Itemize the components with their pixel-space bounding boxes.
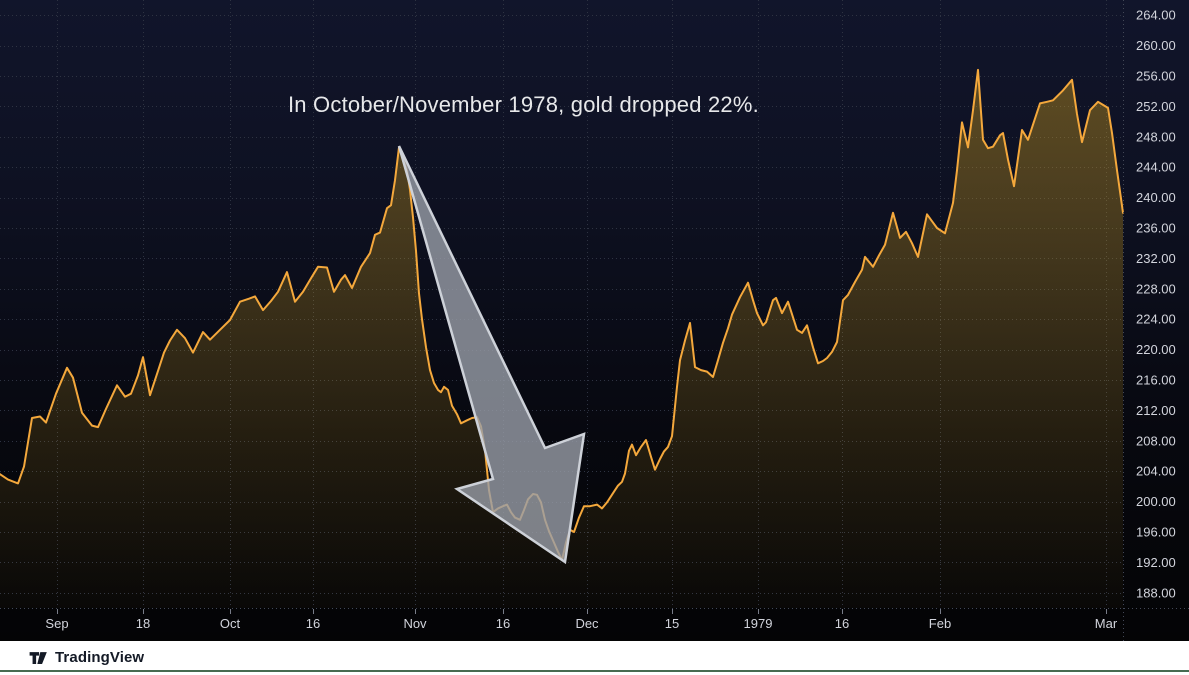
- tradingview-chart: 264.00 260.00 256.00 252.00 248.00 244.00 240.…: [0, 0, 1189, 641]
- price-label: 200.00: [1136, 494, 1176, 509]
- price-label: 188.00: [1136, 585, 1176, 600]
- price-chart-canvas[interactable]: 264.00 260.00 256.00 252.00 248.00 244.00 240.…: [0, 0, 1189, 641]
- footer-divider: [0, 670, 1189, 672]
- time-tick-marks: [57, 609, 1107, 614]
- time-scale[interactable]: Sep 18 Oct 16 Nov 16 Dec 15 1979 16 Feb Mar: [45, 616, 1117, 631]
- annotation-text: In October/November 1978, gold dropped 2…: [288, 92, 759, 117]
- price-label: 220.00: [1136, 342, 1176, 357]
- time-label: Mar: [1095, 616, 1118, 631]
- time-label: 16: [306, 616, 320, 631]
- price-label: 204.00: [1136, 464, 1176, 479]
- time-label: 15: [665, 616, 679, 631]
- time-label: Nov: [403, 616, 427, 631]
- price-label: 252.00: [1136, 99, 1176, 114]
- time-label: 18: [136, 616, 150, 631]
- price-label: 236.00: [1136, 221, 1176, 236]
- gold-price-line: [0, 68, 1124, 562]
- time-label: Sep: [45, 616, 68, 631]
- price-label: 196.00: [1136, 525, 1176, 540]
- price-label: 232.00: [1136, 251, 1176, 266]
- time-label: Feb: [929, 616, 951, 631]
- price-label: 208.00: [1136, 433, 1176, 448]
- time-label: 16: [496, 616, 510, 631]
- price-label: 256.00: [1136, 69, 1176, 84]
- price-label: 192.00: [1136, 555, 1176, 570]
- price-label: 248.00: [1136, 129, 1176, 144]
- price-label: 264.00: [1136, 8, 1176, 23]
- time-label: Oct: [220, 616, 241, 631]
- time-label: Dec: [575, 616, 599, 631]
- footer-bar: TradingView: [0, 641, 1189, 675]
- price-label: 244.00: [1136, 160, 1176, 175]
- price-label: 224.00: [1136, 312, 1176, 327]
- price-scale[interactable]: 264.00 260.00 256.00 252.00 248.00 244.00 240.…: [1136, 8, 1176, 601]
- price-label: 260.00: [1136, 38, 1176, 53]
- time-label: 16: [835, 616, 849, 631]
- axis-borders: [0, 0, 1189, 641]
- tradingview-logo-text: TradingView: [55, 649, 145, 666]
- price-label: 240.00: [1136, 190, 1176, 205]
- drop-arrow[interactable]: [397, 145, 586, 565]
- tradingview-logo-icon: [29, 650, 48, 666]
- price-label: 212.00: [1136, 403, 1176, 418]
- price-label: 228.00: [1136, 281, 1176, 296]
- gold-area-fill: [0, 69, 1123, 608]
- price-label: 216.00: [1136, 373, 1176, 388]
- time-label: 1979: [744, 616, 773, 631]
- tradingview-logo[interactable]: TradingView: [29, 649, 144, 666]
